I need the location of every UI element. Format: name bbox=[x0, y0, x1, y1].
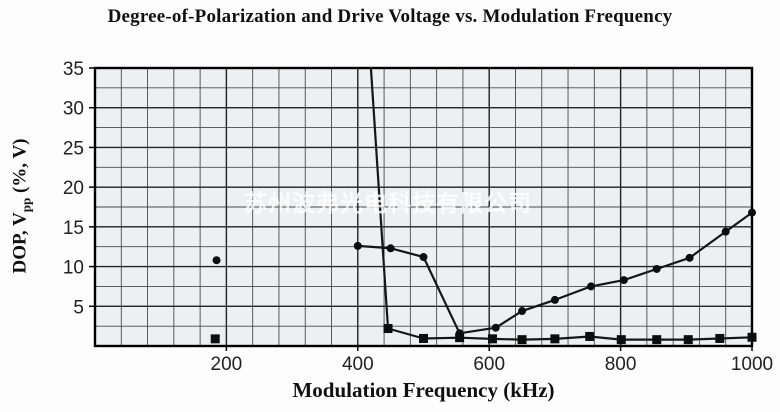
vpp-point bbox=[715, 333, 725, 343]
x-axis-title: Modulation Frequency (kHz) bbox=[292, 378, 555, 402]
vpp-point bbox=[616, 335, 626, 345]
y-axis-title: DOP, Vpp (%, V) bbox=[10, 138, 35, 273]
y-axis-title-pre: DOP, V bbox=[9, 212, 31, 274]
y-axis-title-sub: pp bbox=[18, 197, 34, 213]
chart-title: Degree-of-Polarization and Drive Voltage… bbox=[107, 6, 673, 27]
x-tick-label: 600 bbox=[473, 354, 505, 375]
plot-border bbox=[93, 66, 754, 348]
dop-point bbox=[587, 282, 596, 291]
y-tick-label: 20 bbox=[63, 178, 84, 199]
y-tick-label: 10 bbox=[63, 258, 84, 279]
vpp-point bbox=[550, 334, 560, 344]
vpp-point bbox=[383, 324, 393, 334]
dop-point bbox=[748, 208, 756, 217]
dop-point bbox=[419, 253, 428, 262]
dop-point bbox=[721, 227, 730, 236]
vpp-point bbox=[652, 335, 662, 345]
y-tick-label: 15 bbox=[63, 218, 84, 239]
grid-major bbox=[95, 68, 752, 346]
vpp-point bbox=[517, 335, 527, 345]
dop-point bbox=[353, 241, 362, 250]
y-tick-label: 35 bbox=[63, 59, 84, 80]
x-tick-label: 400 bbox=[342, 354, 374, 375]
vpp-series bbox=[210, 67, 757, 345]
dop-series bbox=[212, 208, 756, 338]
vpp-point bbox=[419, 333, 428, 343]
axis-ticks bbox=[89, 67, 753, 351]
vpp-point bbox=[210, 334, 220, 344]
vpp-point bbox=[487, 334, 497, 344]
dop-point bbox=[550, 295, 559, 304]
vpp-point bbox=[747, 332, 757, 342]
dop-point bbox=[386, 244, 395, 253]
vpp-point bbox=[585, 331, 595, 341]
dop-point bbox=[685, 253, 694, 262]
y-tick-label: 5 bbox=[73, 297, 84, 318]
dop-point bbox=[619, 276, 628, 285]
vpp-point bbox=[455, 333, 465, 343]
tick-labels: 200 400 600 800 1000 5 10 15 20 25 30 35 bbox=[63, 59, 773, 375]
x-tick-label: 200 bbox=[211, 354, 243, 375]
y-tick-label: 25 bbox=[63, 138, 84, 159]
dop-point bbox=[652, 264, 661, 273]
dop-point bbox=[518, 307, 527, 316]
dop-point bbox=[491, 323, 500, 332]
x-tick-label: 1000 bbox=[731, 354, 773, 375]
dop-point bbox=[212, 256, 221, 265]
vpp-point bbox=[683, 335, 693, 345]
y-tick-label: 30 bbox=[63, 99, 84, 120]
y-axis-title-post: (%, V) bbox=[9, 138, 31, 198]
x-tick-label: 800 bbox=[605, 354, 637, 375]
